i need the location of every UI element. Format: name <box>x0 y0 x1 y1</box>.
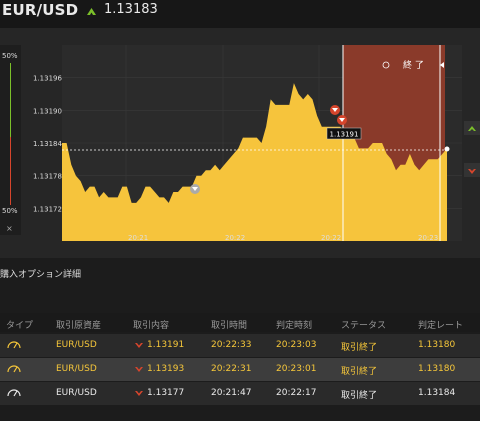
y-tick-label: 1.13172 <box>33 205 62 213</box>
asset-cell: EUR/USD <box>56 364 97 374</box>
table-header <box>0 313 480 332</box>
down-arrow-icon <box>339 118 345 122</box>
current-price: 1.13183 <box>104 2 158 17</box>
price-tag-label: 1.13191 <box>330 131 359 139</box>
gauge-top-percent: 50% <box>2 52 18 60</box>
price-tag <box>326 127 362 140</box>
down-arrow-icon <box>135 343 143 348</box>
details-title: 購入オプション詳細 <box>0 270 82 280</box>
area-series <box>62 83 447 241</box>
down-arrow-icon <box>135 367 143 372</box>
content-cell: 1.13193 <box>147 364 185 374</box>
price-area <box>62 83 447 241</box>
currency-pair: EUR/USD <box>2 1 79 19</box>
trade-time-cell: 20:22:31 <box>211 364 252 374</box>
down-arrow-icon <box>135 391 143 396</box>
down-arrow-icon <box>468 169 476 174</box>
asset-cell: EUR/USD <box>56 388 97 398</box>
top-bar: EUR/USD 1.13183 <box>0 0 480 28</box>
col-type: タイプ <box>6 321 34 331</box>
current-point <box>444 146 450 152</box>
rate-cell: 1.13180 <box>418 340 456 350</box>
low-button[interactable] <box>464 163 480 177</box>
trade-time-cell: 20:22:33 <box>211 340 252 350</box>
gauge-close-icon[interactable]: × <box>6 224 13 233</box>
up-arrow-icon <box>87 8 96 15</box>
status-cell: 取引終了 <box>341 391 378 401</box>
status-cell: 取引終了 <box>341 343 378 353</box>
gauge-red-bar <box>10 137 11 205</box>
content-cell: 1.13191 <box>147 340 185 350</box>
up-arrow-icon <box>468 126 476 131</box>
judge-time-cell: 20:23:03 <box>276 340 317 350</box>
gauge-icon <box>7 341 21 349</box>
col-judge-time: 判定時刻 <box>276 321 313 331</box>
y-tick-label: 1.13196 <box>33 75 62 83</box>
col-rate: 判定レート <box>418 321 464 331</box>
trade-time-cell: 20:21:47 <box>211 388 252 398</box>
table-row[interactable]: EUR/USD 1.13193 20:22:31 20:23:01 取引終了 1… <box>0 358 480 381</box>
down-arrow-icon <box>332 108 338 112</box>
gauge-green-bar <box>10 63 11 137</box>
x-tick-label: 20:21 <box>128 234 148 242</box>
clock-icon <box>382 61 390 69</box>
status-cell: 取引終了 <box>341 367 378 377</box>
x-axis-labels: 20:21 20:22 20:22 20:23 <box>128 234 438 242</box>
down-arrow-icon <box>192 187 198 191</box>
x-tick-label: 20:22 <box>321 234 341 242</box>
col-status: ステータス <box>341 321 387 331</box>
y-axis-labels: 1.13196 1.13190 1.13184 1.13178 1.13172 <box>33 75 62 214</box>
close-label[interactable]: 終 了 <box>403 59 424 71</box>
col-asset: 取引原資産 <box>56 321 102 331</box>
x-tick-label: 20:22 <box>225 234 245 242</box>
rate-cell: 1.13184 <box>418 388 456 398</box>
col-content: 取引内容 <box>133 321 170 331</box>
chevron-left-icon[interactable] <box>440 62 444 68</box>
table-row[interactable]: EUR/USD 1.13177 20:21:47 20:22:17 取引終了 1… <box>0 382 480 405</box>
x-tick-label: 20:23 <box>418 234 438 242</box>
asset-cell: EUR/USD <box>56 340 97 350</box>
judge-time-cell: 20:22:17 <box>276 388 317 398</box>
high-button[interactable] <box>464 121 480 135</box>
judge-time-cell: 20:23:01 <box>276 364 317 374</box>
y-tick-label: 1.13190 <box>33 107 62 115</box>
gauge-icon <box>7 365 21 373</box>
rate-cell: 1.13180 <box>418 364 456 374</box>
y-tick-label: 1.13184 <box>33 140 62 148</box>
y-tick-label: 1.13178 <box>33 173 62 181</box>
content-cell: 1.13177 <box>147 388 185 398</box>
table-row[interactable]: EUR/USD 1.13191 20:22:33 20:23:03 取引終了 1… <box>0 334 480 357</box>
gauge-icon <box>7 389 21 397</box>
price-chart: 1.13196 1.13190 1.13184 1.13178 1.13172 20:2… <box>33 45 462 242</box>
col-trade-time: 取引時間 <box>211 321 248 331</box>
gauge-bottom-percent: 50% <box>2 207 18 215</box>
